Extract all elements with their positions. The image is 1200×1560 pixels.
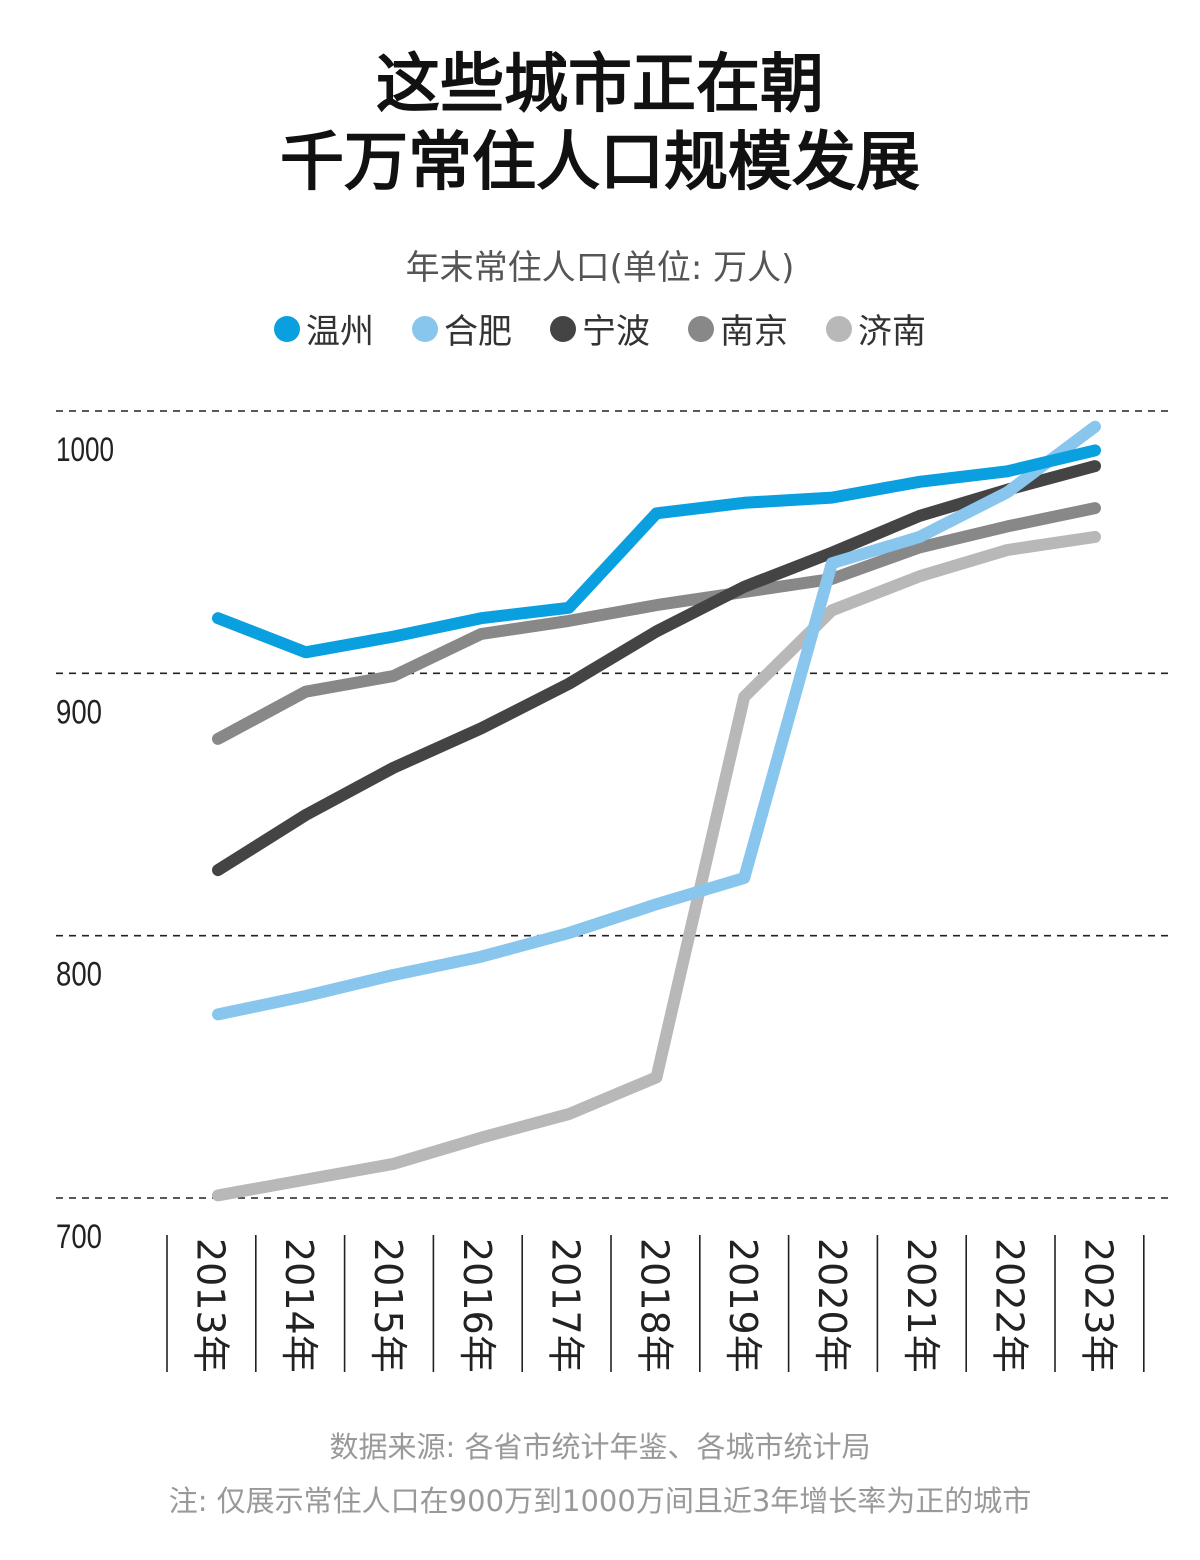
- chart-subtitle: 年末常住人口(单位: 万人): [405, 248, 795, 288]
- legend-dot-icon: [550, 315, 576, 342]
- series-line-南京: [212, 502, 1101, 745]
- legend-label: 济南: [858, 312, 926, 352]
- series-line-合肥: [212, 420, 1101, 1021]
- x-tick-label: 2014年: [277, 1238, 321, 1373]
- legend: 温州 合肥 宁波 南京 济南: [0, 304, 1200, 353]
- legend-label: 合肥: [444, 312, 512, 352]
- series-line-宁波: [212, 460, 1101, 877]
- title-line-2: 千万常住人口规模发展: [280, 126, 920, 200]
- legend-item-ningbo: 宁波: [550, 304, 650, 353]
- x-tick-label: 2018年: [632, 1238, 676, 1373]
- title-line-1: 这些城市正在朝: [376, 48, 824, 122]
- x-tick-label: 2013年: [188, 1238, 232, 1373]
- legend-item-jinan: 济南: [826, 304, 926, 353]
- y-tick-label: 700: [56, 1218, 102, 1256]
- series-line-济南: [212, 530, 1101, 1202]
- legend-label: 宁波: [582, 312, 650, 352]
- legend-dot-icon: [826, 315, 852, 342]
- y-tick-label: 900: [56, 693, 102, 731]
- legend-dot-icon: [688, 315, 714, 342]
- y-tick-label: 800: [56, 956, 102, 994]
- y-tick-label: 1000: [56, 431, 114, 469]
- data-source-note: 数据来源: 各省市统计年鉴、各城市统计局: [329, 1430, 871, 1464]
- legend-item-nanjing: 南京: [688, 304, 788, 353]
- x-tick-label: 2017年: [544, 1238, 588, 1373]
- line-chart: 1000 900 800 700 2013年 2014年 2015年 2016年 2017年 20…: [56, 410, 1172, 1373]
- legend-label: 温州: [306, 312, 374, 352]
- x-tick-label: 2016年: [455, 1238, 499, 1373]
- x-tick-label: 2019年: [721, 1238, 765, 1373]
- x-tick-label: 2023年: [1076, 1238, 1120, 1373]
- footnote: 注: 仅展示常住人口在900万到1000万间且近3年增长率为正的城市: [168, 1484, 1032, 1518]
- x-tick-label: 2015年: [366, 1238, 410, 1373]
- series-line-温州: [212, 444, 1101, 659]
- legend-label: 南京: [720, 312, 788, 352]
- legend-item-hefei: 合肥: [412, 304, 512, 353]
- legend-dot-icon: [412, 315, 438, 342]
- x-tick-label: 2020年: [810, 1238, 854, 1373]
- legend-dot-icon: [274, 315, 300, 342]
- legend-item-wenzhou: 温州: [274, 304, 374, 353]
- x-tick-label: 2022年: [988, 1238, 1032, 1373]
- chart-title: 这些城市正在朝 千万常住人口规模发展: [0, 46, 1200, 202]
- x-tick-label: 2021年: [899, 1238, 943, 1373]
